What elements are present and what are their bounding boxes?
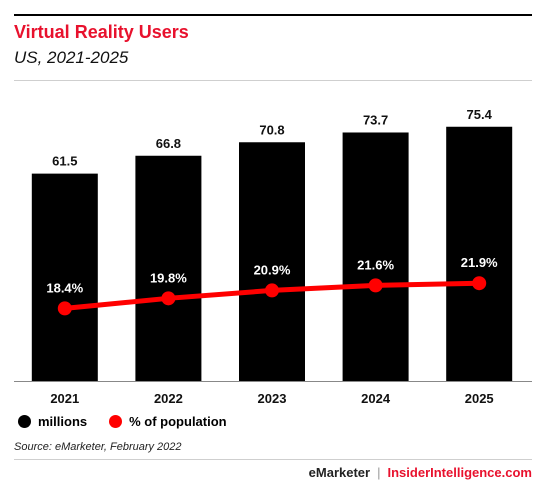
- legend-label-population: % of population: [129, 414, 227, 429]
- bar-value-label-2021: 61.5: [52, 154, 77, 169]
- population-point-2024: [368, 278, 383, 293]
- legend-swatch-population: [109, 415, 123, 428]
- bar-value-label-2025: 75.4: [467, 107, 493, 122]
- population-label-2023: 20.9%: [254, 262, 291, 277]
- x-tick-label-2024: 2024: [361, 391, 391, 406]
- population-point-2021: [57, 301, 72, 316]
- brand-insider-intelligence: InsiderIntelligence.com: [387, 465, 533, 480]
- population-label-2022: 19.8%: [150, 270, 187, 285]
- header-divider: [14, 80, 532, 81]
- footer-divider: [14, 459, 532, 460]
- legend-swatch-millions: [18, 415, 31, 428]
- population-point-2025: [472, 276, 487, 291]
- footer-brand: eMarketer | InsiderIntelligence.com: [309, 465, 532, 480]
- bar-2025: [446, 126, 513, 381]
- chart-title: Virtual Reality Users: [14, 22, 189, 42]
- population-label-2021: 18.4%: [46, 280, 83, 295]
- chart-subtitle: US, 2021-2025: [14, 48, 129, 67]
- legend-label-millions: millions: [38, 414, 88, 429]
- x-tick-label-2021: 2021: [50, 391, 79, 406]
- brand-emarketer: eMarketer: [308, 465, 371, 480]
- population-label-2025: 21.9%: [461, 255, 498, 270]
- legend-item-population: % of population: [109, 414, 227, 429]
- chart-area: 61.5 2021 66.8 2022 70.8 2023 73.7 2024 75.4 2025…: [14, 107, 532, 406]
- x-tick-label-2023: 2023: [258, 391, 287, 406]
- bar-2022: [135, 155, 202, 381]
- x-tick-label-2022: 2022: [154, 391, 183, 406]
- top-rule: [14, 14, 532, 16]
- bar-value-label-2023: 70.8: [259, 122, 284, 137]
- bar-2023: [239, 142, 305, 381]
- bar-value-label-2024: 73.7: [363, 112, 388, 127]
- bar-value-label-2022: 66.8: [156, 136, 181, 151]
- x-tick-label-2025: 2025: [465, 391, 494, 406]
- legend: millions % of population: [18, 414, 249, 429]
- population-point-2022: [161, 291, 176, 306]
- population-label-2024: 21.6%: [357, 257, 394, 272]
- source-note: Source: eMarketer, February 2022: [14, 441, 182, 453]
- legend-item-millions: millions: [18, 414, 87, 429]
- population-point-2023: [265, 283, 279, 298]
- bar-2021: [31, 173, 98, 381]
- bar-2024: [342, 132, 409, 381]
- brand-separator: |: [377, 465, 381, 480]
